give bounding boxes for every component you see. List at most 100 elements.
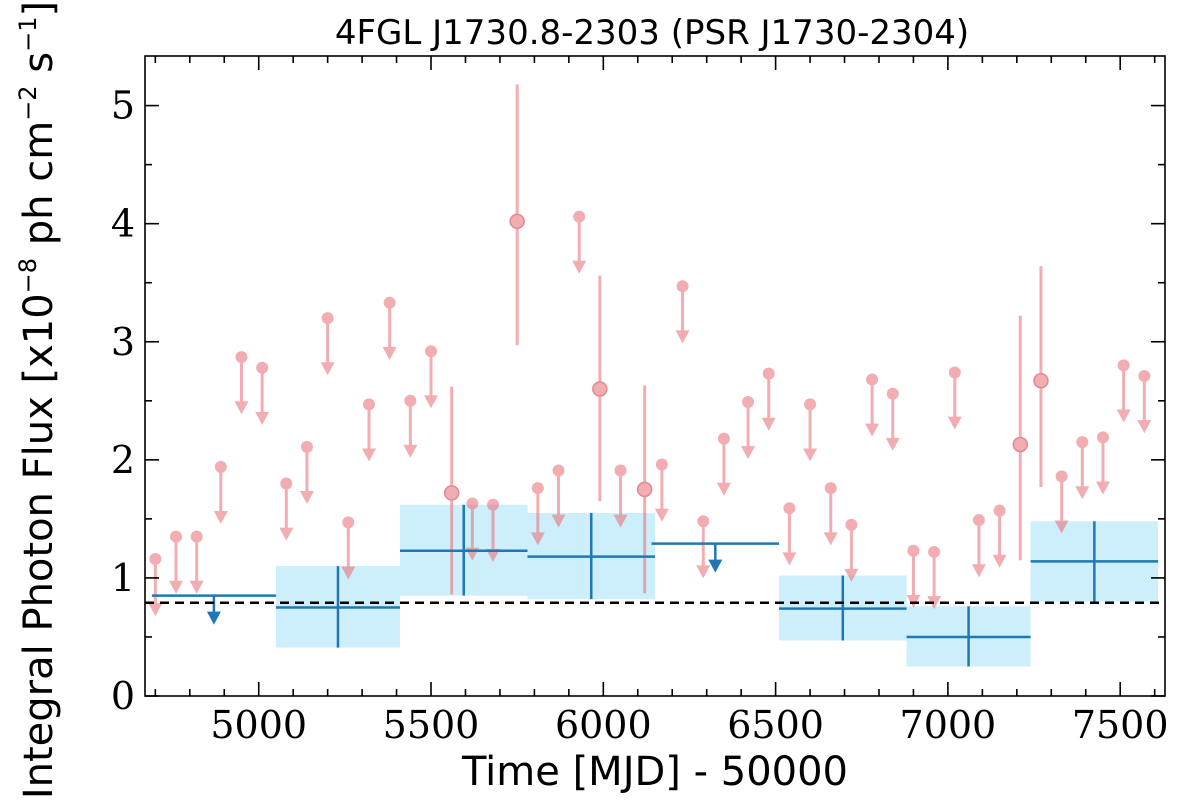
short-bin-upper-limits — [148, 210, 1152, 617]
upper-limit-arrowhead — [279, 527, 294, 541]
upper-limit-point — [742, 395, 755, 408]
long-bin-upper-limit-arrowhead — [708, 559, 723, 573]
y-tick-label: 1 — [111, 556, 135, 600]
upper-limit-point — [948, 366, 961, 379]
upper-limit-point — [907, 544, 920, 557]
upper-limit-arrowhead — [654, 508, 669, 522]
upper-limit-arrowhead — [1054, 520, 1069, 534]
upper-limit-point — [1096, 431, 1109, 444]
upper-limit-point — [1076, 436, 1089, 449]
upper-limit-point — [993, 504, 1006, 517]
detection-point — [1033, 372, 1049, 389]
upper-limit-point — [824, 482, 837, 495]
upper-limit-arrowhead — [865, 423, 880, 437]
upper-limit-point — [783, 502, 796, 515]
upper-limit-arrowhead — [320, 362, 335, 376]
upper-limit-point — [149, 553, 162, 566]
upper-limit-arrowhead — [341, 566, 356, 580]
y-tick-label: 3 — [111, 320, 135, 364]
detection-point — [1012, 436, 1029, 453]
upper-limit-point — [804, 398, 817, 411]
upper-limit-arrowhead — [803, 448, 818, 462]
upper-limit-point — [972, 514, 985, 527]
y-tick-label: 4 — [111, 202, 135, 246]
upper-limit-point — [573, 210, 586, 223]
x-tick-label: 6500 — [727, 703, 824, 747]
upper-limit-point — [697, 515, 710, 528]
upper-limit-arrowhead — [1116, 409, 1131, 423]
upper-limit-arrowhead — [741, 446, 756, 460]
upper-limit-point — [717, 432, 730, 445]
short-bin-detections — [443, 84, 1049, 595]
upper-limit-arrowhead — [213, 511, 228, 525]
upper-limit-point — [1055, 470, 1068, 483]
upper-limit-arrowhead — [424, 395, 439, 409]
upper-limit-point — [214, 460, 227, 473]
detection-point — [509, 213, 525, 230]
axis-ticks: 5000 5500 6000 6500 7000 7500 0 1 2 3 4 5 — [111, 56, 1169, 747]
upper-limit-point — [321, 312, 334, 325]
upper-limit-point — [190, 530, 203, 543]
upper-limit-arrowhead — [992, 554, 1007, 568]
upper-limit-arrowhead — [361, 448, 376, 462]
upper-limit-point — [425, 345, 438, 358]
upper-limit-point — [552, 464, 565, 477]
upper-limit-arrowhead — [971, 564, 986, 578]
upper-limit-point — [487, 498, 500, 511]
upper-limit-arrowhead — [1075, 486, 1090, 500]
detection-point — [636, 481, 653, 498]
upper-limit-arrowhead — [382, 346, 397, 360]
y-axis-label: Integral Photon Flux [x10−8 ph cm−2 s−1] — [14, 1, 62, 799]
upper-limit-arrowhead — [823, 532, 838, 546]
upper-limit-arrowhead — [234, 401, 249, 415]
upper-limit-point — [676, 280, 689, 293]
upper-limit-arrowhead — [551, 514, 566, 528]
upper-limit-point — [300, 440, 313, 453]
upper-limit-arrowhead — [403, 444, 418, 458]
upper-limit-arrowhead — [169, 580, 184, 594]
upper-limit-point — [170, 530, 183, 543]
upper-limit-arrowhead — [613, 514, 628, 528]
upper-limit-point — [280, 477, 293, 490]
x-tick-label: 5500 — [383, 703, 480, 747]
upper-limit-point — [886, 387, 899, 400]
chart-title: 4FGL J1730.8-2303 (PSR J1730-2304) — [335, 13, 969, 53]
upper-limit-arrowhead — [486, 548, 501, 562]
upper-limit-point — [845, 518, 858, 531]
x-tick-label: 7000 — [900, 703, 997, 747]
y-tick-label: 0 — [111, 674, 135, 718]
upper-limit-point — [531, 482, 544, 495]
upper-limit-point — [614, 464, 627, 477]
upper-limit-point — [342, 516, 355, 529]
upper-limit-point — [362, 398, 375, 411]
upper-limit-arrowhead — [530, 532, 545, 546]
x-axis-label: Time [MJD] - 50000 — [461, 749, 848, 795]
upper-limit-arrowhead — [927, 596, 942, 610]
long-bin-upper-limit-arrowhead — [206, 611, 221, 625]
upper-limit-arrowhead — [675, 330, 690, 344]
upper-limit-arrowhead — [761, 417, 776, 431]
upper-limit-arrowhead — [148, 603, 163, 617]
upper-limit-arrowhead — [696, 565, 711, 579]
upper-limit-point — [404, 394, 417, 407]
y-tick-label: 5 — [111, 84, 135, 128]
upper-limit-arrowhead — [885, 437, 900, 451]
upper-limit-point — [655, 458, 668, 471]
upper-limit-arrowhead — [716, 482, 731, 496]
x-tick-label: 7500 — [1072, 703, 1169, 747]
upper-limit-arrowhead — [572, 260, 587, 274]
plot-area — [145, 84, 1165, 667]
upper-limit-point — [466, 497, 479, 510]
upper-limit-point — [383, 296, 396, 309]
upper-limit-arrowhead — [299, 490, 314, 504]
upper-limit-arrowhead — [906, 594, 921, 608]
axes-frame — [144, 55, 1166, 697]
upper-limit-point — [928, 545, 941, 558]
x-tick-label: 6000 — [555, 703, 652, 747]
upper-limit-arrowhead — [947, 416, 962, 430]
upper-limit-point — [1138, 370, 1151, 382]
detection-point — [443, 485, 460, 501]
upper-limit-point — [235, 351, 248, 364]
y-tick-label: 2 — [111, 438, 135, 482]
